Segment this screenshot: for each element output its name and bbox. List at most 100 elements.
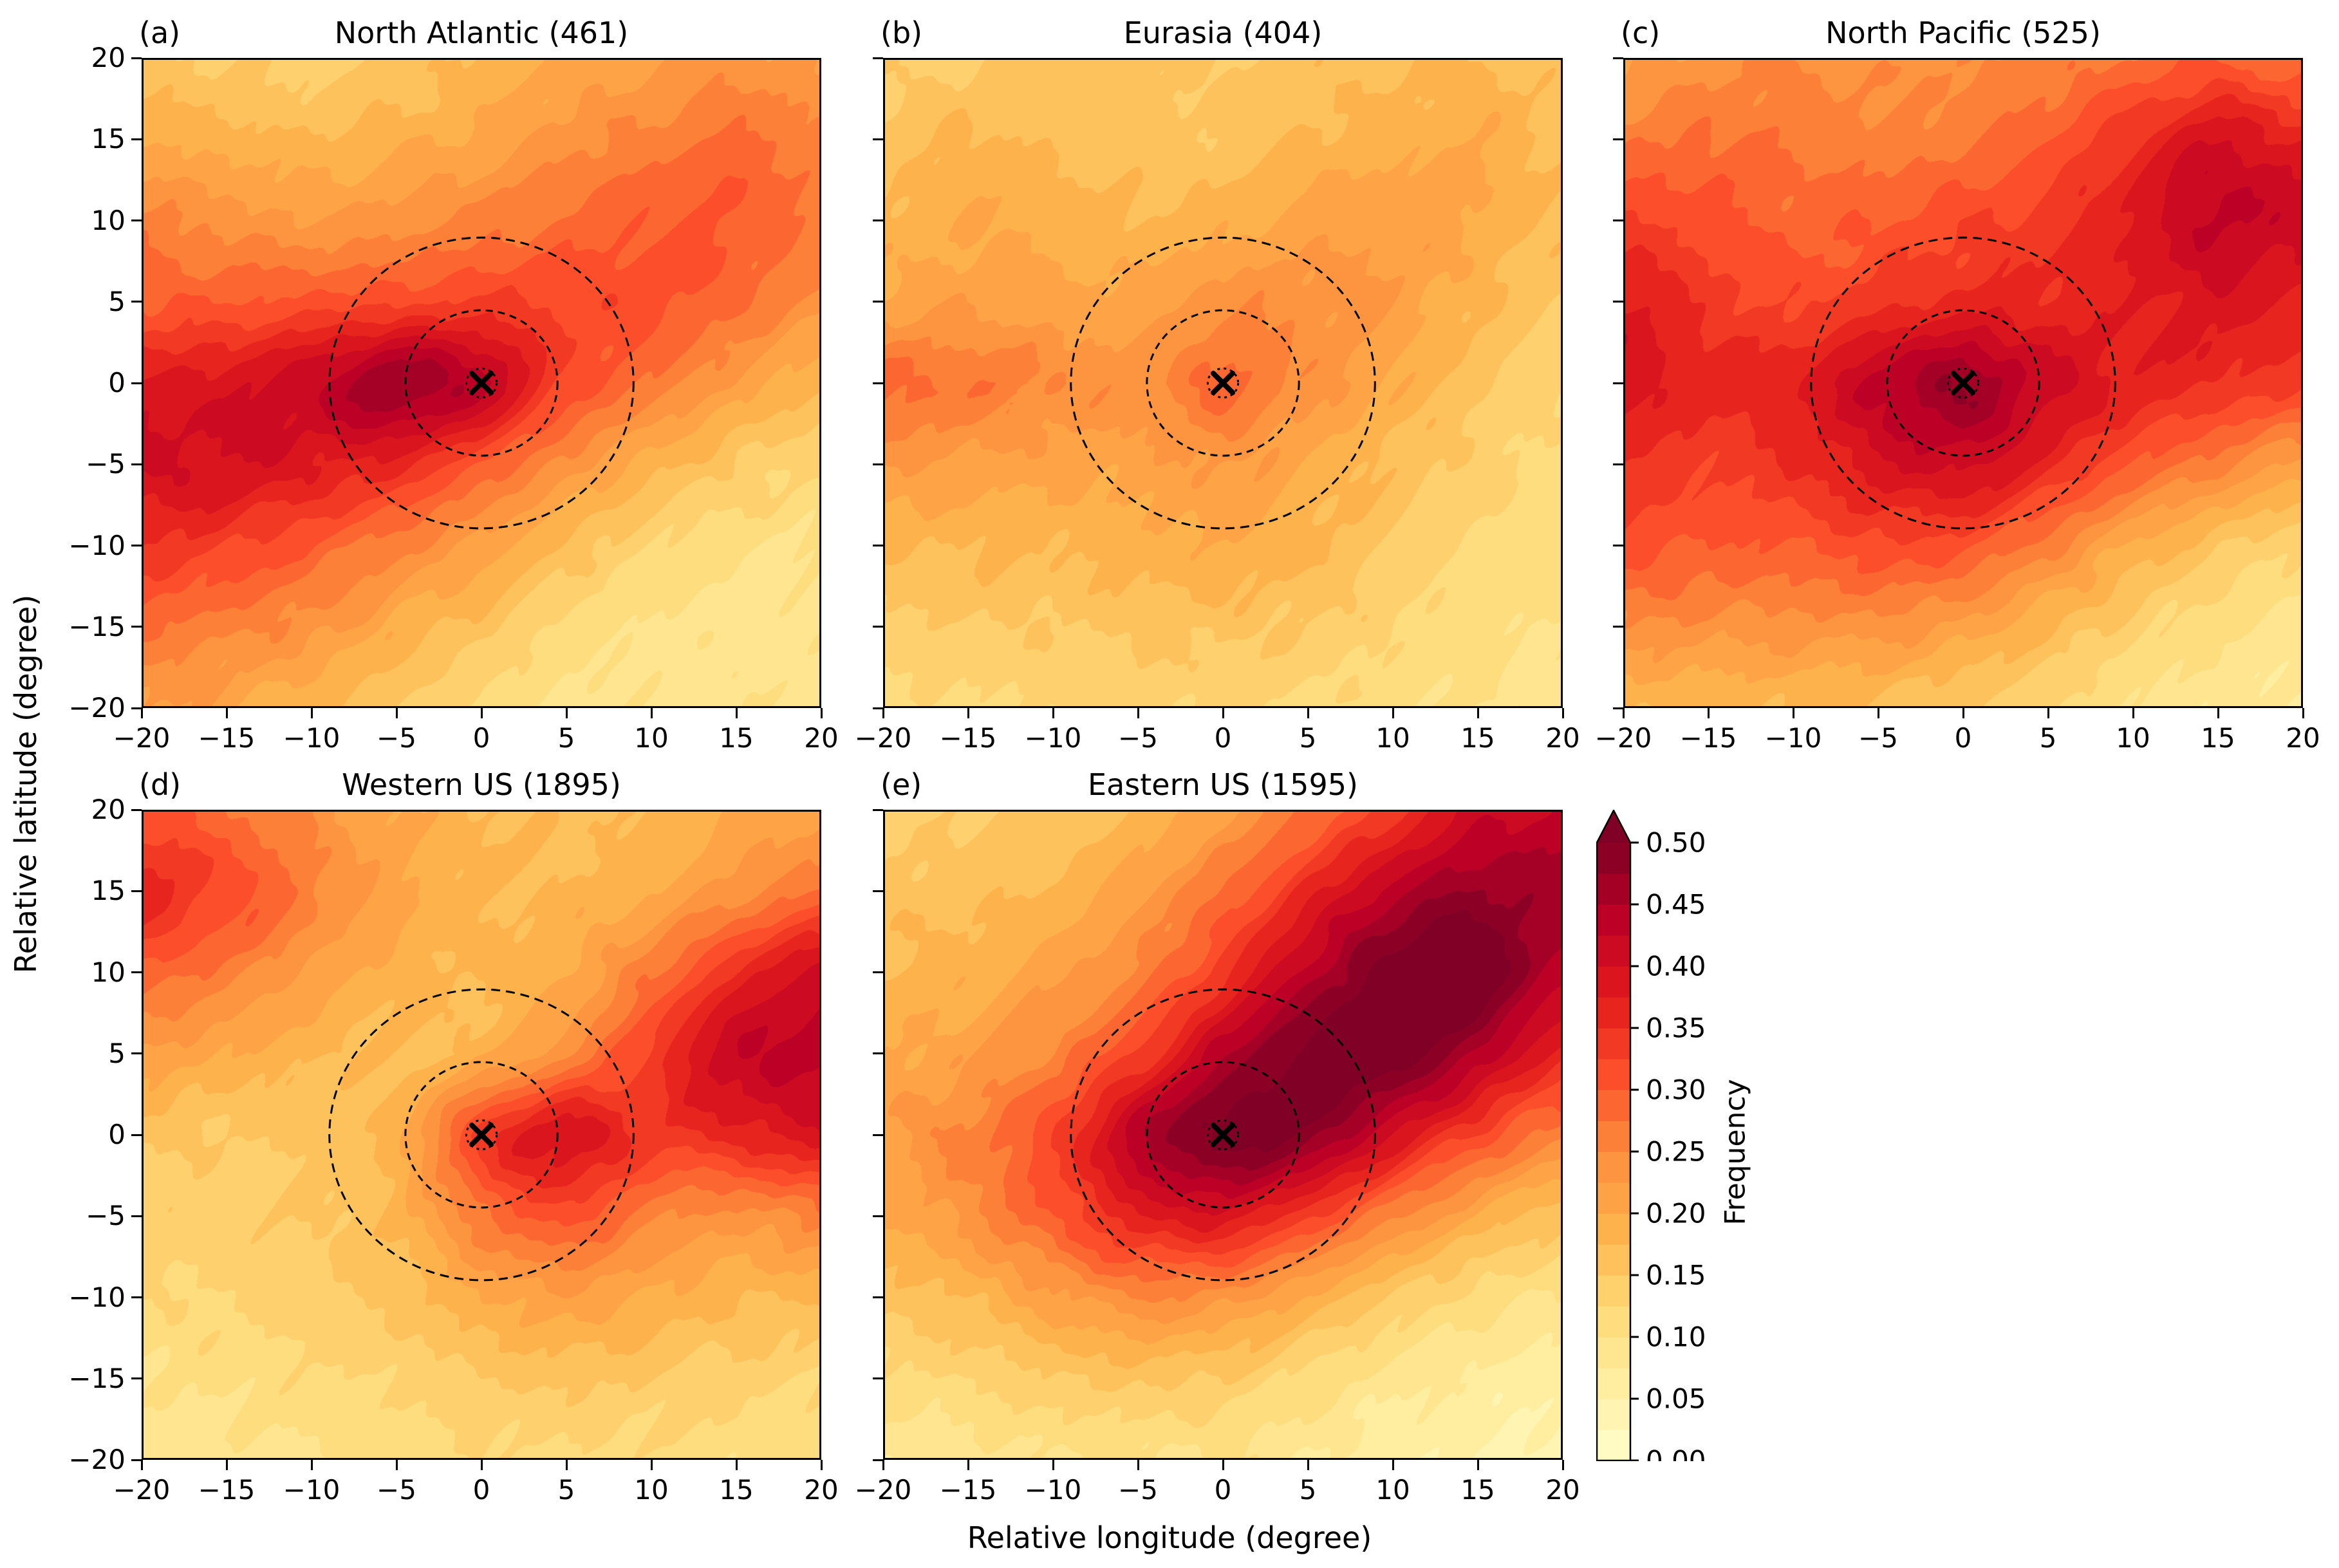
y-axis-label: Relative latitude (degree) [8,594,43,974]
x-tick-mark [2217,708,2219,718]
origin-x-marker [1211,371,1235,395]
x-tick-label: −15 [198,1474,256,1506]
colorbar-segment [1597,1213,1630,1245]
colorbar-segment [1597,1059,1630,1090]
colorbar-segment [1597,1275,1630,1307]
x-tick-mark [1137,708,1139,718]
reference-circle [1206,367,1240,399]
y-tick-mark [131,707,142,709]
x-tick-label: 10 [634,1474,669,1506]
x-tick-mark [140,1460,143,1470]
y-tick-mark [131,626,142,628]
x-tick-mark [1477,1460,1479,1470]
y-tick-mark [131,545,142,546]
x-tick-label: 15 [719,1474,754,1506]
colorbar-tick-label: 0.50 [1646,827,1706,859]
x-tick-mark [1052,1460,1054,1470]
panel-eurasia: (b) Eurasia (404) −20 −15 −10 −5 0 5 10 15 20 [855,17,1580,754]
colorbar: 0.00 0.05 0.10 0.15 0.20 0.25 0.30 0.35 0.40 0.45… [1596,808,1738,1477]
colorbar-segment [1597,1337,1630,1368]
y-tick-mark [1613,219,1623,221]
x-tick-mark [480,708,483,718]
y-tick-mark [131,1052,142,1055]
x-tick-label: −20 [854,1474,912,1506]
x-tick-mark [2047,708,2049,718]
y-tick-mark [1613,57,1623,59]
y-tick-label: 5 [108,285,126,317]
colorbar-segment [1597,1121,1630,1152]
circle-overlay-d [328,988,635,1282]
x-tick-mark [395,708,398,718]
y-tick-mark [131,808,142,811]
x-tick-mark [1561,1460,1564,1470]
x-tick-label: −20 [854,722,912,754]
y-tick-mark [873,1459,883,1461]
y-tick-mark [873,971,883,973]
colorbar-tick-label: 0.05 [1646,1383,1706,1415]
x-tick-mark [1477,708,1479,718]
colorbar-tick-label: 0.20 [1646,1198,1706,1229]
x-tick-label: −10 [283,722,340,754]
y-tick-mark [873,808,883,811]
colorbar-segment [1597,1090,1630,1121]
x-tick-mark [2302,708,2304,718]
x-tick-mark [565,1460,568,1470]
x-tick-label: 20 [804,722,839,754]
x-tick-mark [395,1460,398,1470]
colorbar-segment [1597,1028,1630,1059]
y-tick-label: −5 [86,448,126,480]
x-tick-mark [1392,1460,1394,1470]
colorbar-tick-label: 0.35 [1646,1013,1706,1044]
x-tick-mark [1877,708,1879,718]
x-tick-mark [1707,708,1710,718]
colorbar-segment [1597,1306,1630,1338]
colorbar-segment [1597,1152,1630,1183]
reference-circle [404,1061,559,1209]
plot-area [883,810,1563,1460]
colorbar-segment [1597,1244,1630,1276]
x-tick-mark [1622,708,1625,718]
x-tick-label: −15 [939,1474,997,1506]
x-tick-label: −10 [1024,1474,1082,1506]
x-tick-label: −20 [113,722,171,754]
reference-circle [1070,236,1376,530]
y-tick-mark [131,301,142,303]
reference-circle [1886,309,2040,457]
panel-north-pacific: (c) North Pacific (525) −20 −15 −10 −5 0 5 10 1… [1595,17,2320,754]
x-tick-label: 20 [1545,1474,1580,1506]
x-tick-label: 5 [557,1474,575,1506]
y-tick-mark [1613,626,1623,628]
panel-title: Eurasia (404) [1123,15,1323,50]
y-tick-mark [873,1134,883,1136]
y-tick-mark [131,463,142,465]
colorbar-tick-label: 0.00 [1646,1445,1706,1462]
y-tick-mark [873,463,883,465]
y-tick-mark [131,1377,142,1380]
y-tick-mark [873,382,883,384]
y-tick-label: 0 [108,367,126,398]
panel-letter: (a) [139,15,181,50]
circle-overlay-c [1810,236,2116,530]
colorbar-segment [1597,1399,1630,1430]
x-tick-label: 10 [634,722,669,754]
x-tick-label: 0 [1214,722,1232,754]
reference-circle [404,309,559,457]
y-tick-mark [873,626,883,628]
x-tick-label: −5 [1858,722,1898,754]
reference-circle [1146,1061,1300,1209]
x-tick-mark [2132,708,2134,718]
y-tick-label: −15 [68,610,126,642]
reference-circle [1206,1119,1240,1151]
x-tick-mark [1307,708,1309,718]
x-tick-label: 20 [1545,722,1580,754]
x-tick-label: 5 [557,722,575,754]
panel-title: North Atlantic (461) [334,15,629,50]
y-tick-label: 20 [91,794,126,825]
x-tick-label: −5 [1118,722,1158,754]
reference-circle [1070,988,1376,1282]
x-tick-label: 0 [1954,722,1972,754]
panel-title: Eastern US (1595) [1088,767,1358,802]
y-tick-mark [1613,707,1623,709]
y-tick-mark [1613,463,1623,465]
